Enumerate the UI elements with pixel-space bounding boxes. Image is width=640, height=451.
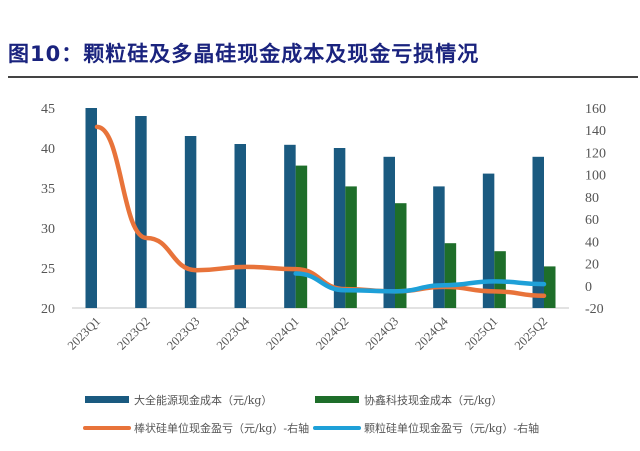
bar-gcl [544,266,556,308]
bar-daqo [433,186,445,308]
bar-gcl [295,165,308,308]
bar-daqo [284,144,296,308]
x-axis-tick: 2025Q2 [512,314,550,352]
right-axis-tick: 40 [585,235,599,250]
left-axis-tick: 45 [41,102,55,117]
x-axis-tick: 2024Q1 [263,314,301,352]
x-axis-tick: 2025Q1 [462,314,500,352]
figure-title: 图10：颗粒硅及多晶硅现金成本及现金亏损情况 [8,42,480,66]
right-axis-tick: 100 [585,169,606,184]
bar-daqo [135,116,147,308]
left-axis-tick: 30 [41,222,55,237]
bar-daqo [482,173,495,308]
x-axis-tick: 2024Q2 [313,314,351,352]
legend-swatch [315,396,359,403]
right-axis-tick: 160 [585,102,606,117]
bar-gcl [395,203,407,308]
left-axis-tick: 40 [41,142,55,157]
bar-daqo [383,156,395,308]
bar-daqo [85,108,97,308]
x-axis-tick: 2024Q4 [412,314,451,353]
right-axis-tick: 80 [585,191,599,206]
bar-gcl [444,243,457,308]
left-axis-tick: 20 [41,302,55,317]
line-rod-silicon [94,124,547,299]
x-axis-tick: 2023Q2 [114,314,152,352]
legend-label: 大全能源现金成本（元/kg） [134,393,272,407]
right-axis-tick: 60 [585,213,599,228]
bar-daqo [333,148,346,308]
title-divider [8,76,638,78]
right-axis-tick: 140 [585,124,606,139]
legend-label: 棒状硅单位现金盈亏（元/kg）-右轴 [134,421,309,435]
x-axis-tick: 2023Q4 [214,314,253,353]
right-axis-tick: 120 [585,146,606,161]
x-axis-tick: 2024Q3 [363,314,401,352]
legend-swatch [85,396,129,403]
left-axis-tick: 35 [41,182,55,197]
right-axis-tick: -20 [585,302,604,317]
right-axis-tick: 0 [585,280,592,295]
legend-label: 颗粒硅单位现金盈亏（元/kg）-右轴 [364,421,539,435]
bar-daqo [234,144,246,308]
bar-daqo [184,136,197,308]
x-axis-tick: 2023Q3 [164,314,202,352]
line-granular-silicon [293,271,547,294]
left-axis-tick: 25 [41,262,55,277]
x-axis-tick: 2023Q1 [65,314,103,352]
right-axis-tick: 20 [585,258,599,273]
legend-label: 协鑫科技现金成本（元/kg） [364,393,502,407]
bar-daqo [532,156,544,308]
bar-gcl [345,186,357,308]
